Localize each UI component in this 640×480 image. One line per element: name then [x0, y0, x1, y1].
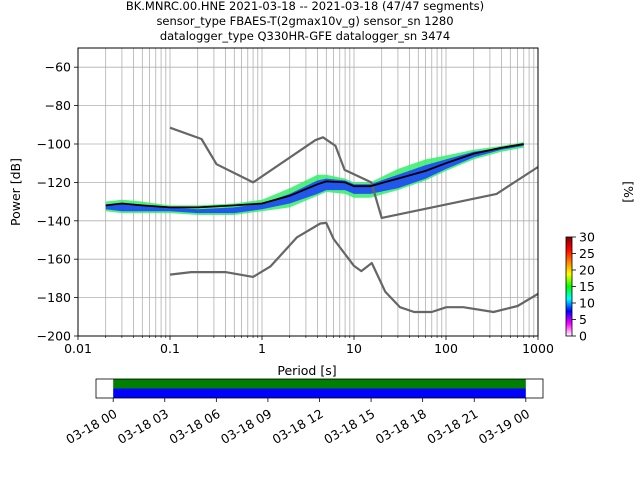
y-tick-label: −140: [37, 213, 71, 228]
timeline-tick-label: 03-18 21: [424, 406, 480, 447]
x-tick-label: 1000: [522, 341, 554, 356]
colorbar-tick-label: 30: [579, 230, 595, 245]
timeline-tick-label: 03-18 00: [63, 406, 119, 447]
histogram-bands: [105, 142, 524, 215]
grid: [77, 48, 538, 337]
timeline-tick-label: 03-18 18: [373, 406, 429, 447]
y-tick-label: −200: [37, 329, 71, 344]
plot-frame: [77, 47, 539, 337]
colorbar-tick-label: 10: [579, 296, 595, 311]
colorbar-tick-label: 0: [579, 329, 587, 344]
series-noise-model-low: [169, 221, 538, 314]
y-tick-label: −60: [45, 60, 71, 75]
y-tick-label: −160: [37, 252, 71, 267]
colorbar-tick-label: 5: [579, 312, 587, 327]
y-tick-label: −120: [37, 175, 71, 190]
x-tick-label: 0.01: [64, 341, 92, 356]
title-line-3: datalogger_type Q330HR-GFE datalogger_sn…: [160, 29, 450, 43]
title-line-1: BK.MNRC.00.HNE 2021-03-18 -- 2021-03-18 …: [126, 0, 484, 13]
colorbar-label: [%]: [621, 181, 636, 203]
colorbar-scale: [565, 236, 573, 337]
x-axis-label: Period [s]: [277, 363, 336, 378]
series-noise-model-high: [169, 126, 538, 219]
colorbar-tick-label: 15: [579, 279, 595, 294]
y-tick-label: −80: [45, 98, 71, 113]
timeline-tick-label: 03-18 09: [218, 406, 274, 447]
y-tick-label: −100: [37, 137, 71, 152]
x-tick-label: 1: [258, 341, 266, 356]
y-axis-label: Power [dB]: [8, 158, 23, 226]
colorbar-tick-label: 20: [579, 263, 595, 278]
chart-title: BK.MNRC.00.HNE 2021-03-18 -- 2021-03-18 …: [126, 0, 484, 43]
series-mode: [105, 143, 524, 209]
timeline-bar-data: [113, 379, 526, 389]
timeline-bar-used: [113, 388, 526, 398]
timeline-tick-label: 03-18 06: [166, 406, 222, 447]
x-tick-label: 0.1: [160, 341, 180, 356]
colorbar-tick-label: 25: [579, 246, 595, 261]
psd-plot: 0.01 0.1 1 10 100 1000 −60 −80 −100 −120 −140 −160 −…: [37, 47, 554, 356]
title-line-2: sensor_type FBAES-T(2gmax10v_g) sensor_s…: [156, 14, 453, 28]
timeline-tick-label: 03-18 15: [321, 406, 377, 447]
timeline-tick-label: 03-18 03: [115, 406, 171, 447]
timeline-tick-label: 03-19 00: [476, 406, 532, 447]
x-tick-label: 10: [346, 341, 362, 356]
axes-ticks: 0.01 0.1 1 10 100 1000 −60 −80 −100 −120 −140 −160 −…: [37, 60, 554, 356]
x-tick-label: 100: [434, 341, 458, 356]
y-tick-label: −180: [37, 290, 71, 305]
timeline-tick-label: 03-18 12: [270, 406, 326, 447]
histogram-band: [105, 142, 524, 215]
